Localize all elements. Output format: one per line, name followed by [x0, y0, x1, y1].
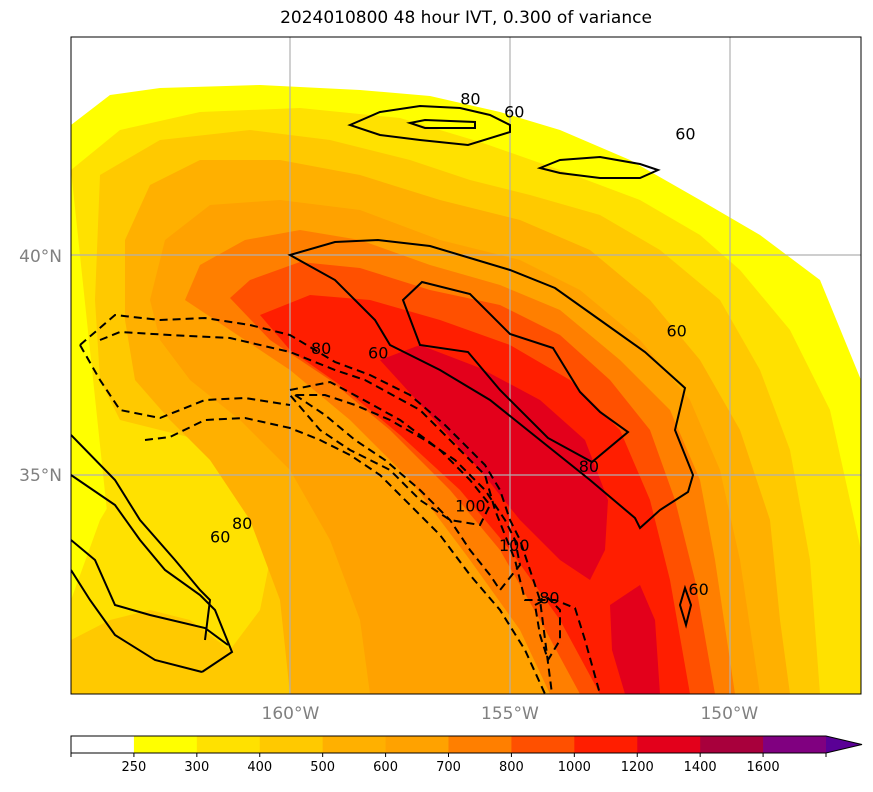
colorbar-segment: [385, 736, 449, 753]
latitude-labels: 40°N 35°N: [19, 247, 62, 486]
contour-line-dashed-80: [99, 330, 601, 694]
contour-label: 60: [504, 102, 524, 121]
colorbar-segment: [322, 736, 387, 753]
colorbar-segment: [574, 736, 638, 753]
contour-line-80-top: [406, 118, 476, 129]
contour-line-60-left-outer2: [71, 569, 203, 673]
lon-label: 160°W: [262, 704, 320, 724]
map-frame: [70, 36, 862, 695]
variance-contours: [71, 104, 695, 673]
contour-line-80-left: [71, 434, 212, 641]
colorbar-segment: [700, 736, 764, 753]
colorbar-tick-label: 1400: [684, 760, 717, 775]
colorbar-tick-label: 1200: [621, 760, 654, 775]
colorbar-segment: [637, 736, 701, 753]
colorbar-segment: [133, 736, 198, 753]
contour-label: 60: [675, 124, 695, 143]
contour-label: 60: [210, 527, 230, 546]
contour-line-dashed-80-b: [144, 416, 546, 694]
colorbar-tick-label: 700: [436, 760, 461, 775]
colorbar-segment: [71, 736, 135, 753]
gridlines: [71, 37, 861, 694]
colorbar-extend-triangle: [826, 736, 862, 753]
contour-label: 80: [579, 457, 599, 476]
ivt-band-1200: [380, 345, 660, 694]
contour-line-dashed-100-b: [291, 394, 522, 592]
contour-line-60-top: [347, 104, 511, 147]
filled-contours: [71, 37, 861, 694]
lat-label: 35°N: [19, 466, 62, 486]
colorbar-tick-label: 500: [310, 760, 335, 775]
contour-line-60-top-right: [536, 155, 661, 179]
lon-label: 150°W: [700, 704, 758, 724]
lat-label: 40°N: [19, 247, 62, 267]
contour-label: 80: [232, 514, 252, 533]
contour-label: 80: [311, 339, 331, 358]
chart-title: 2024010800 48 hour IVT, 0.300 of varianc…: [280, 8, 652, 28]
colorbar-outline: [70, 735, 863, 754]
lon-label: 155°W: [481, 704, 539, 724]
contour-line-80-central: [401, 280, 630, 464]
colorbar-tick-label: 1600: [747, 760, 780, 775]
colorbar-tick-label: 300: [184, 760, 209, 775]
colorbar-tick-label: 1000: [558, 760, 591, 775]
colorbar-segment: [763, 736, 827, 753]
colorbar-tick-label: 600: [373, 760, 398, 775]
contour-label: 80: [460, 89, 480, 108]
contour-line-60-left-inner: [71, 474, 234, 673]
longitude-labels: 160°W 155°W 150°W: [262, 704, 759, 724]
contour-line-60-right: [678, 584, 693, 629]
colorbar-segment: [448, 736, 512, 753]
contour-label: 100: [499, 536, 530, 555]
colorbar-tick-label: 800: [499, 760, 524, 775]
colorbar: 250 300 400 500 600 700 800 1000 1200 1400 1600: [70, 735, 863, 775]
contour-line-60-central: [287, 238, 695, 530]
contour-label: 60: [368, 343, 388, 362]
colorbar-tick-label: 400: [247, 760, 272, 775]
contour-line-dashed-80-bottom: [533, 596, 561, 663]
colorbar-segment: [511, 736, 575, 753]
contour-line-dashed-100-a: [289, 380, 492, 527]
contour-label: 60: [688, 580, 708, 599]
colorbar-segment: [196, 736, 261, 753]
colorbar-tick-label: 250: [122, 760, 147, 775]
contour-label: 60: [666, 321, 686, 340]
contour-label: 80: [539, 589, 559, 608]
colorbar-segment: [259, 736, 324, 753]
contour-line-60-left-outer: [71, 539, 229, 646]
dashed-contours: [79, 313, 601, 694]
contour-label: 100: [455, 497, 486, 516]
contour-line-dashed-80-outer: [79, 344, 291, 420]
